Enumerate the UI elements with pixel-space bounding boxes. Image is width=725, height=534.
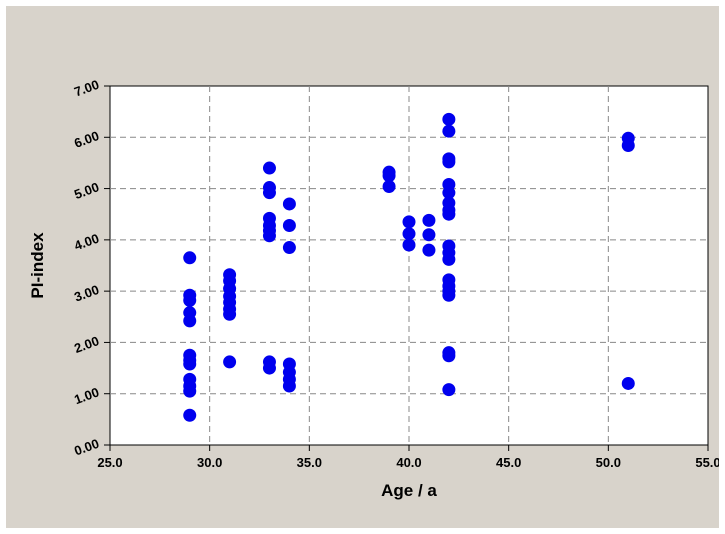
x-tick-label: 45.0 xyxy=(496,455,521,470)
data-point xyxy=(183,251,197,265)
y-tick-label: 5.00 xyxy=(72,179,101,202)
data-point xyxy=(262,161,276,175)
y-tick-label: 4.00 xyxy=(72,231,101,254)
x-axis-tick-labels: 25.0 30.0 35.0 40.0 45.0 50.0 55.0 xyxy=(97,455,719,470)
data-point xyxy=(262,361,276,375)
data-point xyxy=(183,384,197,398)
axis-ticks xyxy=(104,85,709,451)
data-point xyxy=(183,314,197,328)
data-point xyxy=(442,186,456,200)
data-point xyxy=(262,229,276,243)
data-point xyxy=(442,349,456,363)
data-point xyxy=(621,138,635,152)
data-point xyxy=(402,238,416,252)
data-point xyxy=(442,207,456,221)
y-tick-label: 2.00 xyxy=(72,333,101,356)
chart-frame: 25.0 30.0 35.0 40.0 45.0 50.0 55.0 0.00 1.00 2.0… xyxy=(6,6,719,528)
data-point xyxy=(442,383,456,397)
data-point xyxy=(223,307,237,321)
data-point xyxy=(282,197,296,211)
x-tick-label: 35.0 xyxy=(297,455,322,470)
data-point xyxy=(382,180,396,194)
x-tick-label: 25.0 xyxy=(97,455,122,470)
y-axis-title: PI-index xyxy=(28,232,47,299)
data-point xyxy=(282,218,296,232)
x-tick-label: 50.0 xyxy=(596,455,621,470)
data-point xyxy=(402,215,416,229)
plot-area xyxy=(109,85,709,446)
data-point xyxy=(382,169,396,183)
scatter-chart: 25.0 30.0 35.0 40.0 45.0 50.0 55.0 0.001.002.0… xyxy=(28,77,719,500)
x-tick-label: 40.0 xyxy=(396,455,421,470)
data-point xyxy=(442,252,456,266)
data-point xyxy=(183,408,197,422)
data-point xyxy=(183,293,197,307)
y-tick-label: 1.00 xyxy=(72,384,101,407)
data-point xyxy=(282,379,296,393)
data-point xyxy=(442,124,456,138)
data-point xyxy=(442,288,456,302)
data-points xyxy=(183,112,635,422)
data-point xyxy=(422,213,436,227)
data-point xyxy=(262,186,276,200)
data-point xyxy=(422,228,436,242)
x-axis-title: Age / a xyxy=(381,481,437,500)
y-axis-tick-labels: 0.001.002.003.004.005.006.007.00 xyxy=(72,77,101,459)
data-point xyxy=(442,112,456,126)
data-point xyxy=(442,155,456,169)
data-point xyxy=(223,355,237,369)
data-point xyxy=(621,376,635,390)
data-point xyxy=(422,243,436,257)
y-tick-label: 7.00 xyxy=(72,77,101,100)
data-point xyxy=(282,241,296,255)
data-point xyxy=(183,357,197,371)
y-tick-label: 3.00 xyxy=(72,282,101,305)
x-tick-label: 55.0 xyxy=(695,455,719,470)
y-tick-label: 6.00 xyxy=(72,128,101,151)
data-point xyxy=(402,227,416,241)
x-tick-label: 30.0 xyxy=(197,455,222,470)
